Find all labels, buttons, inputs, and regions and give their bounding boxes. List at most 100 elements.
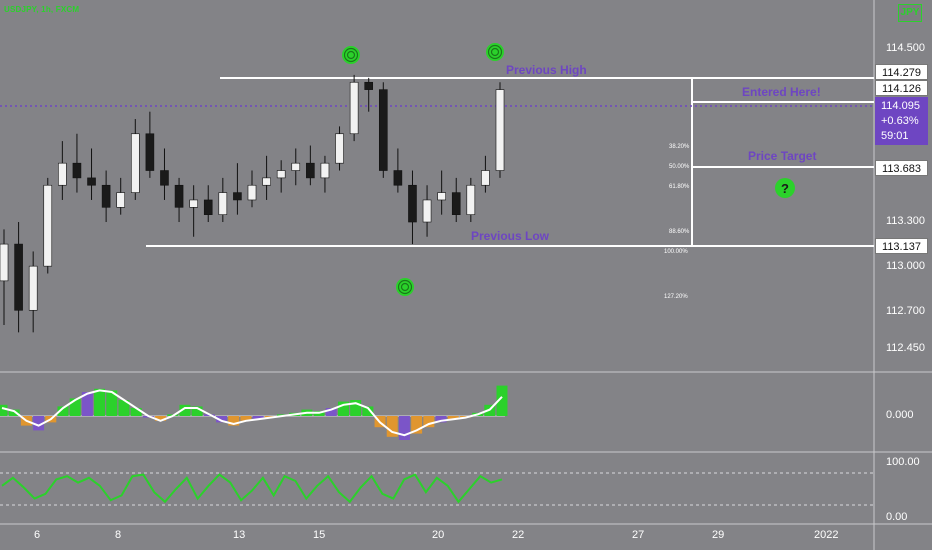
histogram-bar	[386, 416, 398, 437]
target-icon	[342, 46, 360, 64]
candles[interactable]	[0, 74, 505, 333]
histogram-bar	[130, 408, 142, 416]
histogram-bar	[155, 416, 167, 421]
fib-level-label: 61.80%	[669, 184, 690, 190]
time-tick: 6	[34, 529, 41, 541]
current-price-box: 114.095 +0.63% 59:01	[875, 97, 928, 145]
candle-body	[189, 199, 198, 208]
candle-body	[408, 184, 417, 223]
candle-body	[437, 192, 446, 201]
price-tick: 114.500	[886, 42, 925, 54]
time-tick: 15	[313, 529, 326, 541]
price-box-target: 113.683	[875, 160, 928, 176]
histogram-bar	[94, 388, 106, 416]
histogram-bar	[0, 404, 8, 416]
histogram-bar	[496, 385, 508, 416]
histogram-bar	[398, 416, 410, 440]
histogram-bar	[350, 400, 362, 416]
question-mark-icon: ?	[775, 178, 795, 198]
price-change: +0.63%	[881, 115, 919, 127]
candle-body	[145, 133, 155, 171]
histogram-bar	[435, 416, 447, 423]
histogram-bar	[337, 401, 349, 416]
histogram-bar	[216, 416, 227, 423]
candle-body	[203, 199, 213, 215]
candle-body	[174, 184, 184, 208]
candle-body	[58, 162, 67, 186]
histogram-bar	[179, 404, 191, 416]
candle-body	[218, 192, 228, 215]
candle-body	[116, 192, 126, 208]
oscillator-axis-tick: 0.00	[886, 511, 908, 523]
oscillator-axis-tick: 100.00	[886, 456, 920, 468]
histogram-bar	[447, 416, 459, 420]
candle-body	[481, 170, 490, 186]
candle-body	[87, 177, 96, 186]
histogram-bar	[69, 398, 81, 416]
price-tick: 113.300	[886, 215, 925, 227]
candle-body	[28, 265, 38, 311]
previous-high-label: Previous High	[506, 63, 587, 77]
fib-level-label: 38.20%	[669, 144, 690, 150]
price-tick: 112.450	[886, 342, 925, 354]
price-target-label: Price Target	[748, 149, 817, 163]
price-tick: 113.000	[886, 260, 925, 272]
candle-body	[422, 199, 432, 223]
candle-body	[451, 192, 461, 215]
time-tick: 22	[512, 529, 525, 541]
candle-body	[130, 133, 140, 193]
current-price: 114.095	[881, 100, 920, 112]
bar-countdown: 59:01	[881, 130, 909, 142]
histogram-bar	[191, 406, 203, 416]
candle-body	[393, 170, 403, 186]
previous-low-label: Previous Low	[471, 229, 550, 243]
momentum-line	[1, 389, 503, 437]
oscillator-line	[1, 473, 503, 504]
price-box-previous-low: 113.137	[875, 238, 928, 254]
histogram-bar	[8, 409, 20, 416]
price-box-entry: 114.126	[875, 80, 928, 96]
currency-button[interactable]: JPY	[898, 4, 922, 22]
candle-body	[101, 184, 111, 208]
candle-body	[14, 243, 23, 311]
price-tick: 112.700	[886, 305, 925, 317]
histogram-bar	[252, 416, 264, 420]
histogram-bar	[57, 406, 69, 416]
candle-body	[262, 177, 271, 186]
fib-level-label: 88.60%	[669, 229, 690, 235]
candle-body	[378, 89, 388, 171]
candle-body	[43, 184, 53, 267]
target-icon	[486, 43, 504, 61]
histogram-bar	[81, 392, 93, 416]
time-tick: 13	[233, 529, 246, 541]
time-tick: 8	[115, 529, 122, 541]
fib-level-label: 50.00%	[669, 164, 690, 170]
candle-body	[0, 243, 9, 282]
candle-body	[495, 89, 505, 171]
candle-body	[349, 81, 359, 135]
candle-body	[160, 170, 169, 186]
histogram-bar	[325, 408, 337, 416]
histogram-bar	[228, 416, 240, 426]
candle-body	[306, 162, 315, 179]
candle-body	[247, 184, 257, 201]
time-tick: 20	[432, 529, 445, 541]
histogram-bar	[362, 406, 374, 416]
histogram-bar	[106, 390, 118, 416]
fib-level-label: 127.20%	[664, 294, 688, 300]
candle-body	[72, 162, 82, 179]
price-box-previous-high: 114.279	[875, 64, 928, 80]
histogram-bar	[411, 416, 423, 434]
time-tick: 2022	[814, 529, 839, 541]
candle-body	[320, 162, 330, 179]
candle-body	[276, 170, 286, 179]
entered-here-label: Entered Here!	[742, 85, 821, 99]
candle-body	[233, 192, 242, 201]
symbol-label: USDJPY, 1h, FXCM	[4, 5, 80, 14]
fib-level-label: 100.00%	[664, 249, 688, 255]
candle-body	[364, 81, 374, 90]
time-tick: 27	[632, 529, 645, 541]
histogram-bar	[240, 416, 252, 421]
